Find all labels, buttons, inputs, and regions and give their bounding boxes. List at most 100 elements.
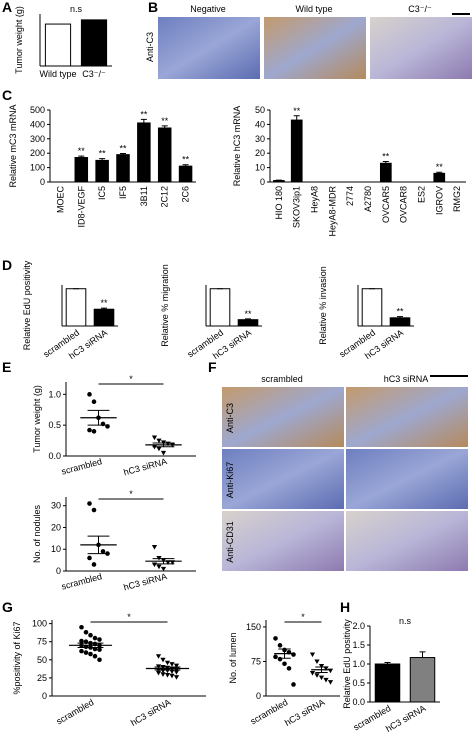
y-axis-label: Relative EdU positivity [22, 260, 32, 350]
panel-label: B [148, 0, 158, 15]
bar [389, 317, 411, 327]
y-tick-label: 30 [255, 134, 265, 144]
data-point [169, 662, 175, 667]
micrograph [222, 511, 344, 571]
data-point [88, 632, 93, 638]
micrograph [346, 387, 468, 447]
data-point [309, 670, 316, 676]
y-axis-label: Tumor weight (g) [32, 385, 42, 453]
x-tick-label: ES2 [416, 186, 426, 203]
y-tick-label: 300 [30, 134, 45, 144]
bar [433, 172, 446, 183]
significance-label: ** [244, 309, 252, 319]
data-point [160, 450, 167, 456]
x-tick-label: MOEC [55, 185, 65, 213]
x-tick-label: scrambled [249, 697, 290, 726]
data-point [88, 651, 93, 657]
data-point [87, 555, 92, 561]
data-point [87, 501, 92, 506]
data-point [327, 680, 334, 685]
data-point [91, 399, 97, 405]
data-point [173, 675, 180, 680]
data-point [277, 656, 283, 662]
data-point [282, 661, 287, 667]
data-point [155, 670, 162, 676]
data-point [92, 653, 98, 659]
data-point [91, 562, 97, 567]
y-tick-label: 10 [255, 163, 265, 173]
micrograph [158, 17, 260, 79]
data-point [91, 507, 97, 513]
x-tick-label: 3B11 [139, 186, 149, 206]
bar [137, 122, 151, 183]
micrograph [346, 449, 468, 509]
y-tick-label: 1.0 [48, 389, 61, 399]
bar [93, 308, 115, 327]
data-point [91, 429, 97, 434]
sem-bar [315, 666, 328, 674]
data-point [151, 435, 158, 441]
significance-label: ** [382, 152, 390, 162]
column-label: scrambled [261, 374, 303, 384]
y-tick-label: 0 [260, 177, 265, 187]
bar [379, 162, 392, 183]
y-tick-label: 75 [251, 656, 261, 666]
sem-bar [278, 648, 291, 659]
bar [237, 319, 259, 327]
y-tick-label: 100 [32, 619, 47, 629]
x-tick-label: IGROV [434, 186, 444, 215]
data-point [314, 659, 320, 665]
y-tick-label: 1.0 [352, 659, 365, 669]
y-tick-label: 0 [256, 691, 261, 701]
error-bar [101, 307, 107, 310]
panel-label: G [2, 599, 13, 615]
x-tick-label: hC3 siRNA [122, 456, 168, 477]
y-tick-label: 0.5 [48, 420, 61, 430]
bar [178, 165, 193, 183]
data-point [323, 677, 329, 683]
significance-label: * [129, 489, 133, 499]
annotation: n.s [399, 616, 412, 626]
significance-label: ** [182, 155, 190, 165]
row-label: Anti-C3 [225, 403, 235, 433]
significance-label: ** [161, 116, 169, 126]
y-tick-label: 0.5 [352, 678, 365, 688]
bar [209, 288, 231, 327]
significance-label: ** [99, 149, 107, 159]
row-label: Anti-Ki67 [225, 462, 235, 499]
bar [65, 288, 87, 327]
data-point [273, 636, 278, 641]
x-tick-label: SKOV3ip1 [292, 186, 302, 228]
data-point [156, 446, 162, 452]
y-tick-label: 0.0 [352, 697, 365, 707]
error-bar [382, 161, 389, 164]
data-point [155, 654, 162, 659]
y-tick-label: 500 [30, 105, 45, 115]
x-tick-label: IF5 [118, 186, 128, 199]
error-bar [293, 115, 300, 121]
data-point [156, 438, 162, 444]
micrograph [222, 387, 344, 447]
sem-bar [87, 409, 110, 426]
x-tick-label: scrambled [60, 456, 103, 476]
data-point [169, 669, 175, 674]
micrograph [222, 449, 344, 509]
micrograph [370, 17, 472, 79]
data-point [87, 392, 92, 397]
x-tick-label: ID8-VEGF [76, 186, 86, 228]
y-axis-label: %positivity of Ki67 [12, 621, 22, 694]
x-tick-label: hC3 siRNA [384, 703, 428, 734]
error-bar [120, 152, 126, 155]
micrograph [264, 17, 366, 79]
data-point [83, 630, 89, 635]
x-tick-label: OVCAR5 [381, 186, 391, 223]
sem-bar [152, 442, 175, 448]
significance-label: ** [293, 106, 301, 116]
data-point [314, 673, 320, 678]
x-tick-label: RMG2 [452, 186, 462, 212]
y-tick-label: 20 [255, 148, 265, 158]
data-point [160, 566, 167, 572]
y-axis-label: Relative hC3 mRNA [232, 106, 242, 187]
y-axis-label: Relative % invasion [318, 266, 328, 345]
